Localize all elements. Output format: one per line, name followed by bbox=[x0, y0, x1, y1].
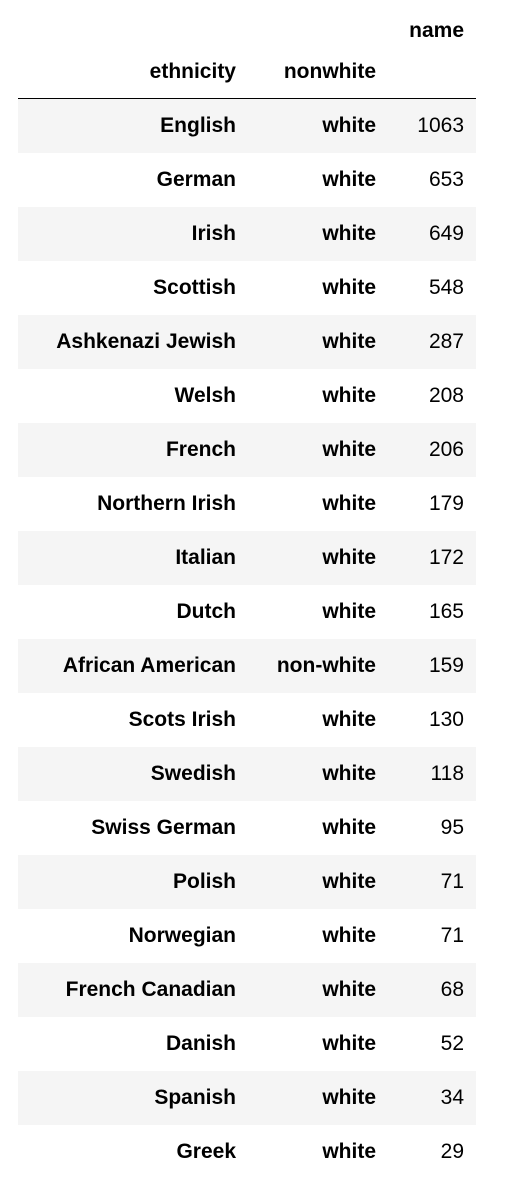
row-ethnicity: Danish bbox=[165, 1032, 236, 1055]
row-nonwhite: white bbox=[322, 870, 376, 893]
table-row: Scottish white 548 bbox=[18, 261, 476, 315]
row-name-count: 548 bbox=[428, 276, 464, 299]
row-nonwhite: white bbox=[322, 978, 376, 1001]
row-name-count: 206 bbox=[428, 438, 464, 461]
row-ethnicity: African American bbox=[62, 654, 236, 677]
row-ethnicity: Swedish bbox=[150, 762, 236, 785]
row-ethnicity: Italian bbox=[175, 546, 236, 569]
table-row: Norwegian white 71 bbox=[18, 909, 476, 963]
row-nonwhite: white bbox=[322, 924, 376, 947]
row-ethnicity: Greek bbox=[176, 1140, 236, 1163]
row-nonwhite: white bbox=[322, 330, 376, 353]
row-nonwhite: white bbox=[322, 222, 376, 245]
row-nonwhite: white bbox=[322, 816, 376, 839]
table-row: Danish white 52 bbox=[18, 1017, 476, 1071]
row-ethnicity: Polish bbox=[172, 870, 236, 893]
table-row: Ashkenazi Jewish white 287 bbox=[18, 315, 476, 369]
row-name-count: 165 bbox=[428, 600, 464, 623]
row-name-count: 179 bbox=[428, 492, 464, 515]
row-ethnicity: Welsh bbox=[174, 384, 236, 407]
table-body: English white 1063 German white 653 Irish white… bbox=[18, 99, 476, 1179]
row-name-count: 130 bbox=[428, 708, 464, 731]
row-nonwhite: white bbox=[322, 708, 376, 731]
row-name-count: 52 bbox=[440, 1032, 464, 1055]
row-name-count: 29 bbox=[440, 1140, 464, 1163]
row-name-count: 653 bbox=[428, 168, 464, 191]
row-ethnicity: Northern Irish bbox=[97, 492, 236, 515]
table-row: German white 653 bbox=[18, 153, 476, 207]
row-nonwhite: white bbox=[322, 762, 376, 785]
row-name-count: 68 bbox=[440, 978, 464, 1001]
row-nonwhite: white bbox=[322, 1032, 376, 1055]
table-row: Greek white 29 bbox=[18, 1125, 476, 1179]
row-nonwhite: white bbox=[322, 114, 376, 137]
row-nonwhite: white bbox=[322, 384, 376, 407]
row-name-count: 71 bbox=[440, 924, 464, 947]
row-ethnicity: Spanish bbox=[154, 1086, 236, 1109]
row-ethnicity: French bbox=[165, 438, 236, 461]
row-ethnicity: Norwegian bbox=[128, 924, 236, 947]
row-name-count: 71 bbox=[440, 870, 464, 893]
table-row: Italian white 172 bbox=[18, 531, 476, 585]
row-nonwhite: white bbox=[322, 168, 376, 191]
table-row: English white 1063 bbox=[18, 99, 476, 153]
row-nonwhite: white bbox=[322, 492, 376, 515]
row-nonwhite: white bbox=[322, 546, 376, 569]
row-ethnicity: Irish bbox=[191, 222, 236, 245]
table-row: Swiss German white 95 bbox=[18, 801, 476, 855]
row-ethnicity: French Canadian bbox=[65, 978, 236, 1001]
table-row: French white 206 bbox=[18, 423, 476, 477]
row-ethnicity: Ashkenazi Jewish bbox=[56, 330, 236, 353]
row-name-count: 95 bbox=[440, 816, 464, 839]
dataframe-table: name ethnicity nonwhite English white 1063… bbox=[18, 0, 476, 1179]
index-header-ethnicity: ethnicity bbox=[149, 59, 236, 83]
table-row: Dutch white 165 bbox=[18, 585, 476, 639]
index-header-nonwhite: nonwhite bbox=[283, 59, 376, 83]
row-name-count: 118 bbox=[430, 762, 464, 785]
table-row: Irish white 649 bbox=[18, 207, 476, 261]
row-nonwhite: white bbox=[322, 1086, 376, 1109]
row-nonwhite: white bbox=[322, 276, 376, 299]
row-name-count: 159 bbox=[428, 654, 464, 677]
table-row: Polish white 71 bbox=[18, 855, 476, 909]
table-row: Spanish white 34 bbox=[18, 1071, 476, 1125]
table-row: Scots Irish white 130 bbox=[18, 693, 476, 747]
row-ethnicity: Scots Irish bbox=[128, 708, 236, 731]
row-name-count: 287 bbox=[428, 330, 464, 353]
row-nonwhite: non-white bbox=[276, 654, 376, 677]
column-header-name: name bbox=[409, 19, 464, 42]
row-nonwhite: white bbox=[322, 600, 376, 623]
row-name-count: 34 bbox=[440, 1086, 464, 1109]
row-name-count: 172 bbox=[428, 546, 464, 569]
row-name-count: 649 bbox=[428, 222, 464, 245]
row-name-count: 208 bbox=[428, 384, 464, 407]
row-ethnicity: English bbox=[160, 114, 236, 137]
row-nonwhite: white bbox=[322, 1140, 376, 1163]
table-row: Northern Irish white 179 bbox=[18, 477, 476, 531]
row-ethnicity: Swiss German bbox=[91, 816, 236, 839]
row-ethnicity: Dutch bbox=[176, 600, 237, 623]
row-name-count: 1063 bbox=[417, 114, 464, 137]
table-row: Swedish white 118 bbox=[18, 747, 476, 801]
table-row: African American non-white 159 bbox=[18, 639, 476, 693]
row-nonwhite: white bbox=[322, 438, 376, 461]
index-header-row: ethnicity nonwhite bbox=[18, 45, 476, 99]
row-ethnicity: Scottish bbox=[153, 276, 236, 299]
column-header-row: name bbox=[18, 0, 476, 45]
table-row: French Canadian white 68 bbox=[18, 963, 476, 1017]
row-ethnicity: German bbox=[156, 168, 236, 191]
table-row: Welsh white 208 bbox=[18, 369, 476, 423]
